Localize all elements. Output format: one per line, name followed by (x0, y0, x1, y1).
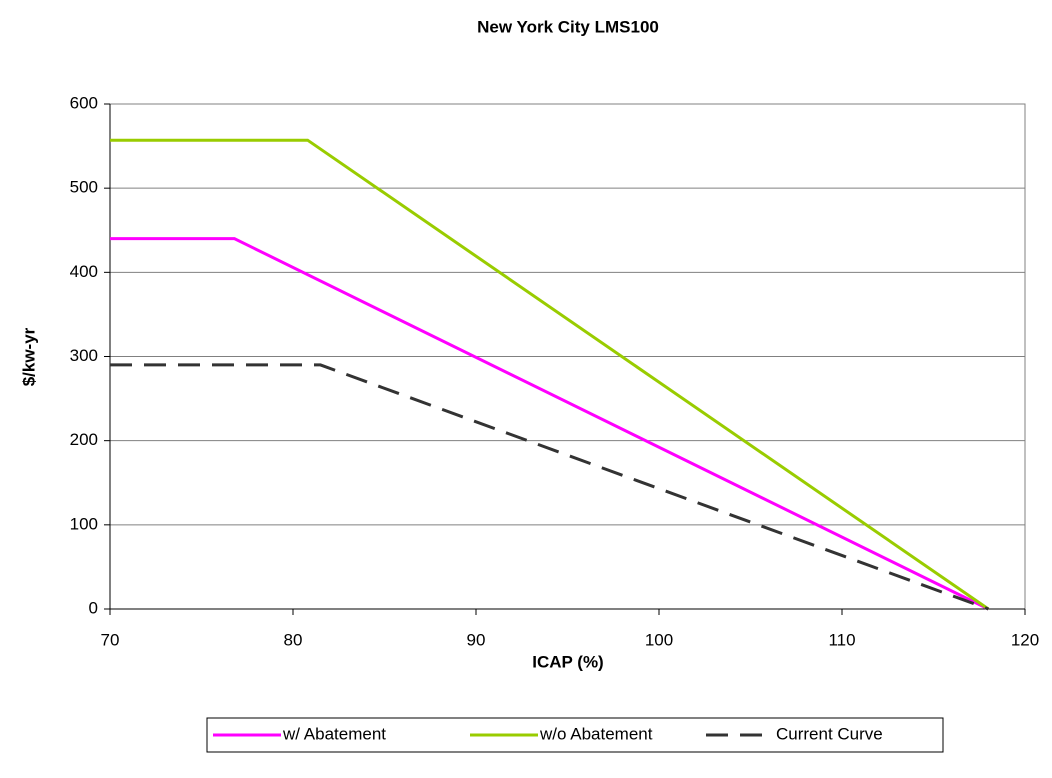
y-tick-label: 500 (70, 178, 98, 197)
legend-label: w/o Abatement (539, 724, 653, 743)
x-tick-label: 90 (467, 630, 486, 649)
legend-label: Current Curve (776, 724, 883, 743)
x-tick-label: 80 (284, 630, 303, 649)
legend: w/ Abatement w/o Abatement Current Curve (206, 717, 944, 753)
series-line (110, 138, 990, 611)
x-axis-label: ICAP (%) (532, 652, 603, 671)
y-tick-label: 0 (89, 598, 98, 617)
y-tick-label: 400 (70, 262, 98, 281)
series-line (110, 237, 990, 611)
legend-box (206, 717, 944, 753)
x-tick-label: 70 (101, 630, 120, 649)
x-tick-label: 100 (645, 630, 673, 649)
y-tick-label: 200 (70, 430, 98, 449)
y-axis-label: $/kw-yr (19, 327, 38, 386)
legend-label: w/ Abatement (282, 724, 386, 743)
series-line (110, 363, 989, 611)
x-tick-label: 120 (1011, 630, 1039, 649)
x-tick-label: 110 (828, 630, 855, 649)
y-tick-label: 300 (70, 346, 98, 365)
y-tick-label: 100 (70, 514, 98, 533)
chart-title: New York City LMS100 (477, 17, 659, 36)
y-tick-label: 600 (70, 93, 98, 112)
